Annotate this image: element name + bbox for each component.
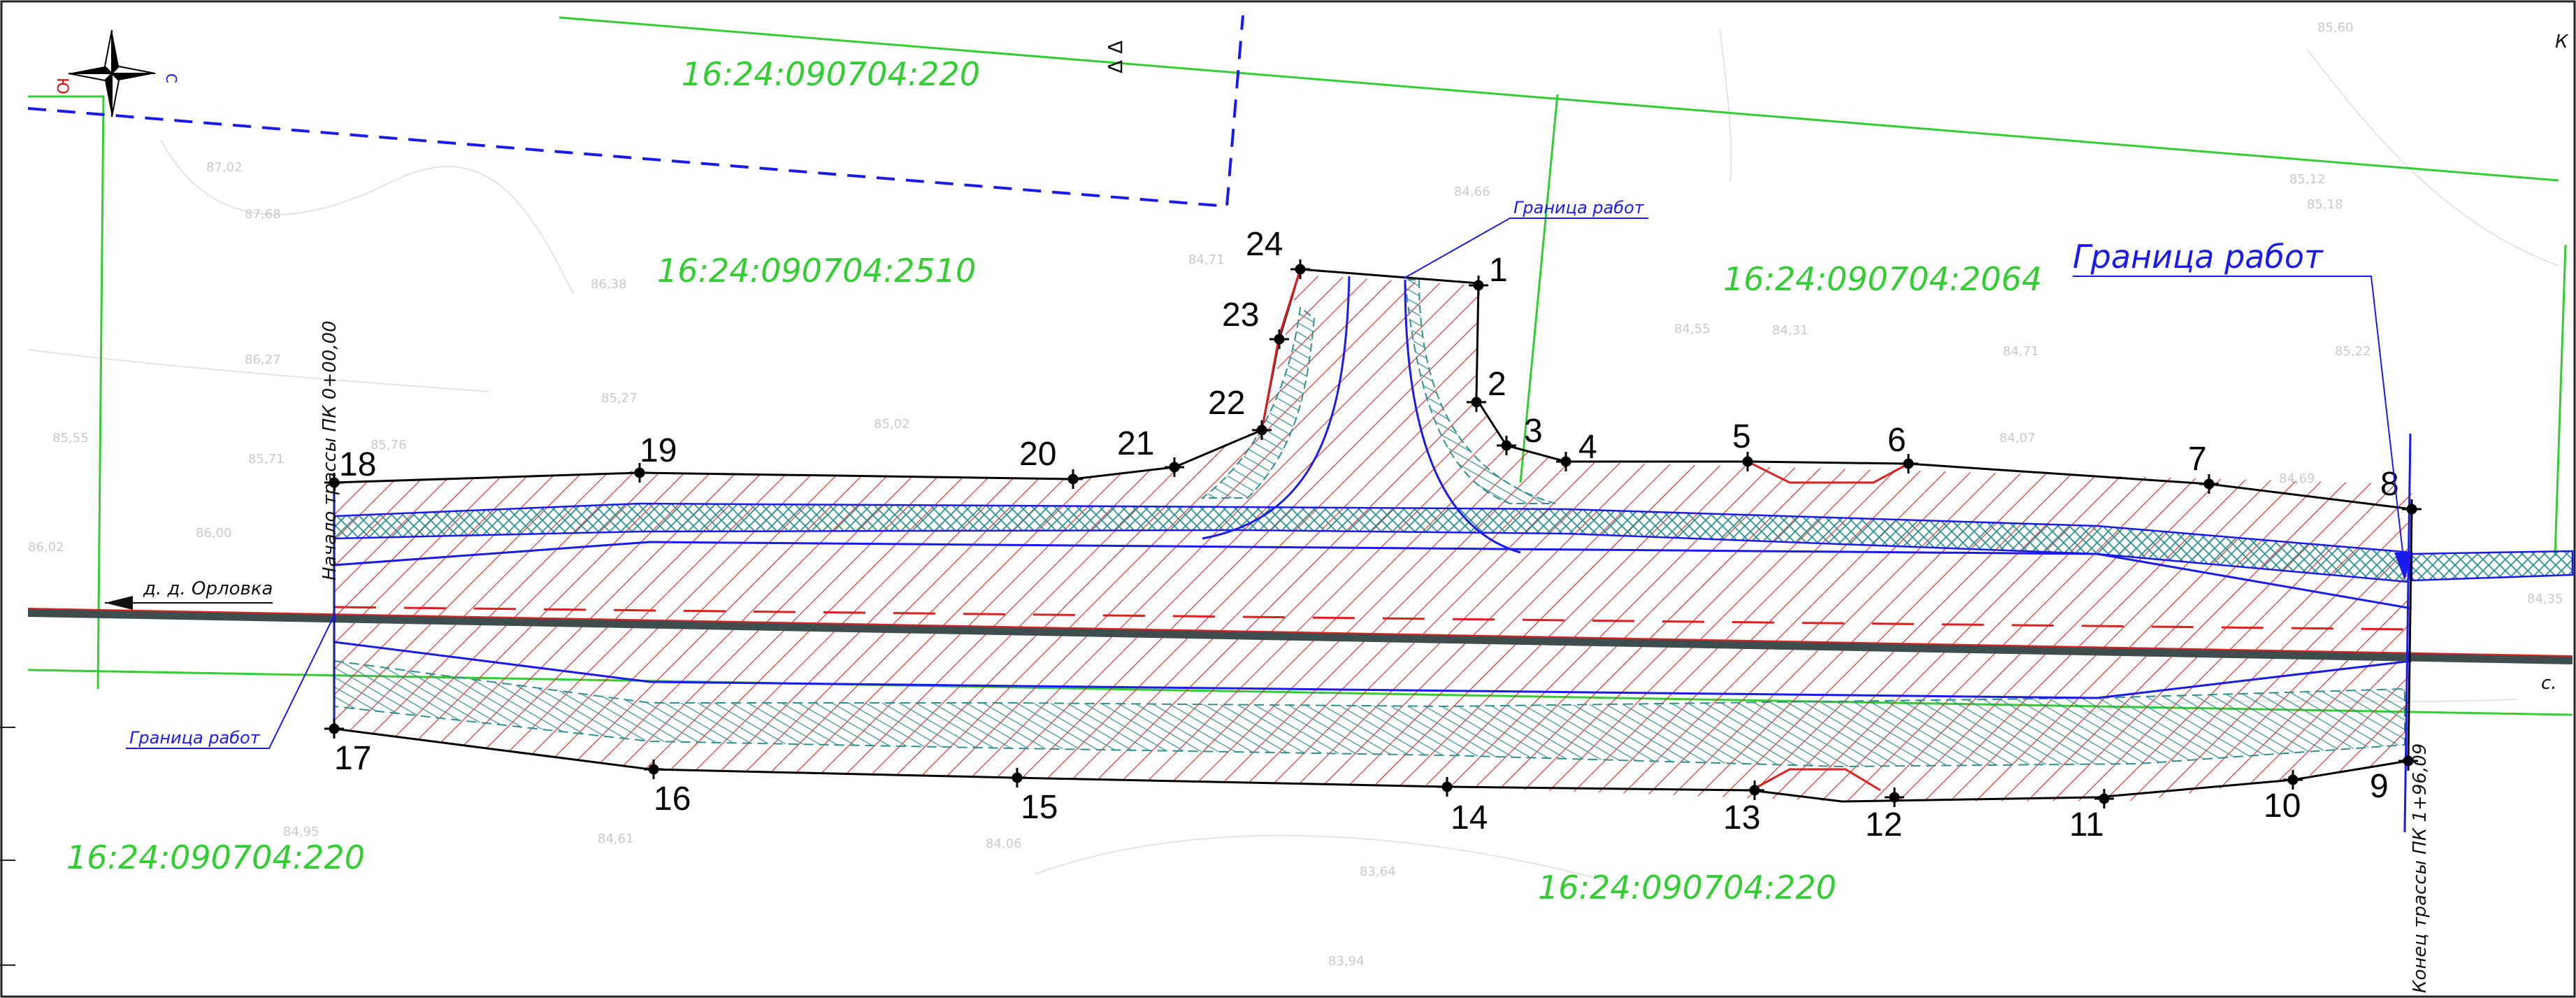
compass-north-letter: Ю bbox=[53, 78, 71, 94]
parcel-label-mid-right: 16:24:090704:2064 bbox=[1723, 260, 2042, 298]
survey-point-label: 4 bbox=[1578, 429, 1597, 466]
compass-rose-icon: Ю С bbox=[53, 29, 180, 117]
survey-point-label: 10 bbox=[2264, 787, 2301, 825]
survey-point-label: 14 bbox=[1451, 799, 1488, 836]
compass-east-letter: С bbox=[163, 73, 180, 83]
side-road-left-edge bbox=[1202, 276, 1351, 540]
survey-point-label: 9 bbox=[2370, 768, 2389, 805]
lower-slope-strip bbox=[333, 660, 2405, 768]
elevation-label: 85,71 bbox=[248, 452, 285, 466]
elevation-label: 85,60 bbox=[2317, 20, 2354, 35]
elevation-label: 85,12 bbox=[2289, 172, 2326, 187]
elevation-label: 83,64 bbox=[1360, 864, 1396, 879]
elevation-label: 86,00 bbox=[196, 526, 232, 541]
parcel-label-mid-left: 16:24:090704:2510 bbox=[657, 252, 976, 290]
main-road bbox=[27, 608, 2573, 664]
road-edge-lines bbox=[333, 541, 2412, 699]
terrain-contours bbox=[27, 27, 2559, 882]
junction-slope-left bbox=[1200, 306, 1316, 499]
survey-point-label: 12 bbox=[1865, 806, 1902, 843]
elevation-label: 85,02 bbox=[874, 417, 910, 432]
dashed-boundary-line bbox=[27, 15, 1244, 208]
start-station-label: Начало трассы ПК 0+00,00 bbox=[319, 320, 340, 580]
elevation-label: 85,76 bbox=[370, 438, 407, 452]
elevation-label: 84,35 bbox=[2527, 592, 2563, 606]
arrowhead-icon bbox=[2394, 553, 2412, 580]
parcel-label-top: 16:24:090704:220 bbox=[682, 55, 980, 93]
elevation-label: 84,71 bbox=[1188, 252, 1225, 267]
elevation-label: 84,95 bbox=[283, 825, 319, 839]
elevation-label: 84,66 bbox=[1454, 185, 1490, 199]
survey-point-label: 20 bbox=[1019, 436, 1056, 473]
elevation-label: 85,55 bbox=[52, 431, 89, 445]
survey-point-label: 21 bbox=[1117, 425, 1154, 462]
elevation-label: 86,38 bbox=[591, 277, 627, 292]
triangle-marks: Δ Δ bbox=[1104, 41, 1127, 73]
survey-point-label: 23 bbox=[1222, 297, 1259, 334]
elevation-label: 84,55 bbox=[1674, 322, 1711, 336]
boundary-leader-left bbox=[126, 615, 335, 749]
elevation-label: 85,18 bbox=[2307, 197, 2343, 212]
arrow-left-icon bbox=[105, 596, 133, 610]
survey-point-label: 2 bbox=[1488, 366, 1506, 403]
elevation-label: 85,22 bbox=[2335, 344, 2371, 359]
elevation-label: 84,69 bbox=[2279, 471, 2315, 486]
survey-point-label: 17 bbox=[334, 740, 371, 777]
survey-point-label: 5 bbox=[1732, 418, 1751, 455]
survey-point-label: 22 bbox=[1208, 385, 1245, 422]
survey-point-label: 6 bbox=[1887, 422, 1906, 459]
boundary-label-small-top: Граница работ bbox=[1513, 198, 1645, 218]
survey-point-label: 13 bbox=[1723, 799, 1760, 836]
corner-letter: К bbox=[2555, 31, 2569, 52]
direction-label-left: д. д. Орловка bbox=[143, 578, 273, 599]
survey-point-label: 18 bbox=[339, 446, 376, 483]
elevation-label: 84,31 bbox=[1772, 323, 1808, 338]
boundary-leader-large bbox=[2073, 276, 2405, 571]
boundary-label-small-left: Граница работ bbox=[129, 728, 261, 748]
elevation-label: 86,27 bbox=[245, 352, 281, 367]
boundary-leader-top bbox=[1403, 218, 1648, 279]
elevation-label: 84,07 bbox=[1999, 431, 2036, 445]
survey-point-markers bbox=[324, 259, 2422, 808]
survey-point-label: 11 bbox=[2069, 806, 2104, 843]
right-road-stub bbox=[2410, 550, 2574, 582]
junction-slope-right bbox=[1404, 279, 1556, 504]
parcel-label-bottom-left: 16:24:090704:220 bbox=[66, 839, 365, 876]
side-road-right-edge bbox=[1404, 279, 1521, 554]
elevation-labels: 87,02 87,68 86,38 86,27 85,27 85,02 85,76 85,71… bbox=[28, 20, 2563, 969]
boundary-label-large: Граница работ bbox=[2073, 238, 2324, 276]
parcel-label-bottom-right: 16:24:090704:220 bbox=[1538, 869, 1836, 906]
end-station-line bbox=[2403, 433, 2412, 833]
end-station-label: Конец трассы ПК 1+96,09 bbox=[2410, 743, 2431, 993]
main-road-edge-red bbox=[27, 608, 2573, 657]
survey-point-label: 3 bbox=[1524, 413, 1543, 450]
elevation-label: 83,94 bbox=[1328, 954, 1365, 969]
elevation-label: 84,71 bbox=[2003, 344, 2039, 359]
survey-point-label: 1 bbox=[1489, 252, 1508, 289]
work-area-hatched bbox=[334, 275, 2412, 801]
survey-point-label: 15 bbox=[1021, 789, 1058, 826]
survey-point-label: 7 bbox=[2188, 441, 2207, 478]
elevation-label: 84,61 bbox=[598, 832, 634, 846]
elevation-label: 86,02 bbox=[28, 540, 64, 555]
survey-point-label: 19 bbox=[640, 432, 677, 469]
elevation-label: 87,68 bbox=[245, 207, 281, 222]
direction-label-right: с. bbox=[2541, 673, 2557, 694]
elevation-label: 87,02 bbox=[206, 160, 243, 175]
elevation-label: 84,06 bbox=[986, 836, 1022, 851]
survey-point-label: 24 bbox=[1246, 226, 1283, 263]
survey-point-label: 16 bbox=[654, 780, 691, 818]
elevation-label: 85,27 bbox=[601, 391, 638, 406]
